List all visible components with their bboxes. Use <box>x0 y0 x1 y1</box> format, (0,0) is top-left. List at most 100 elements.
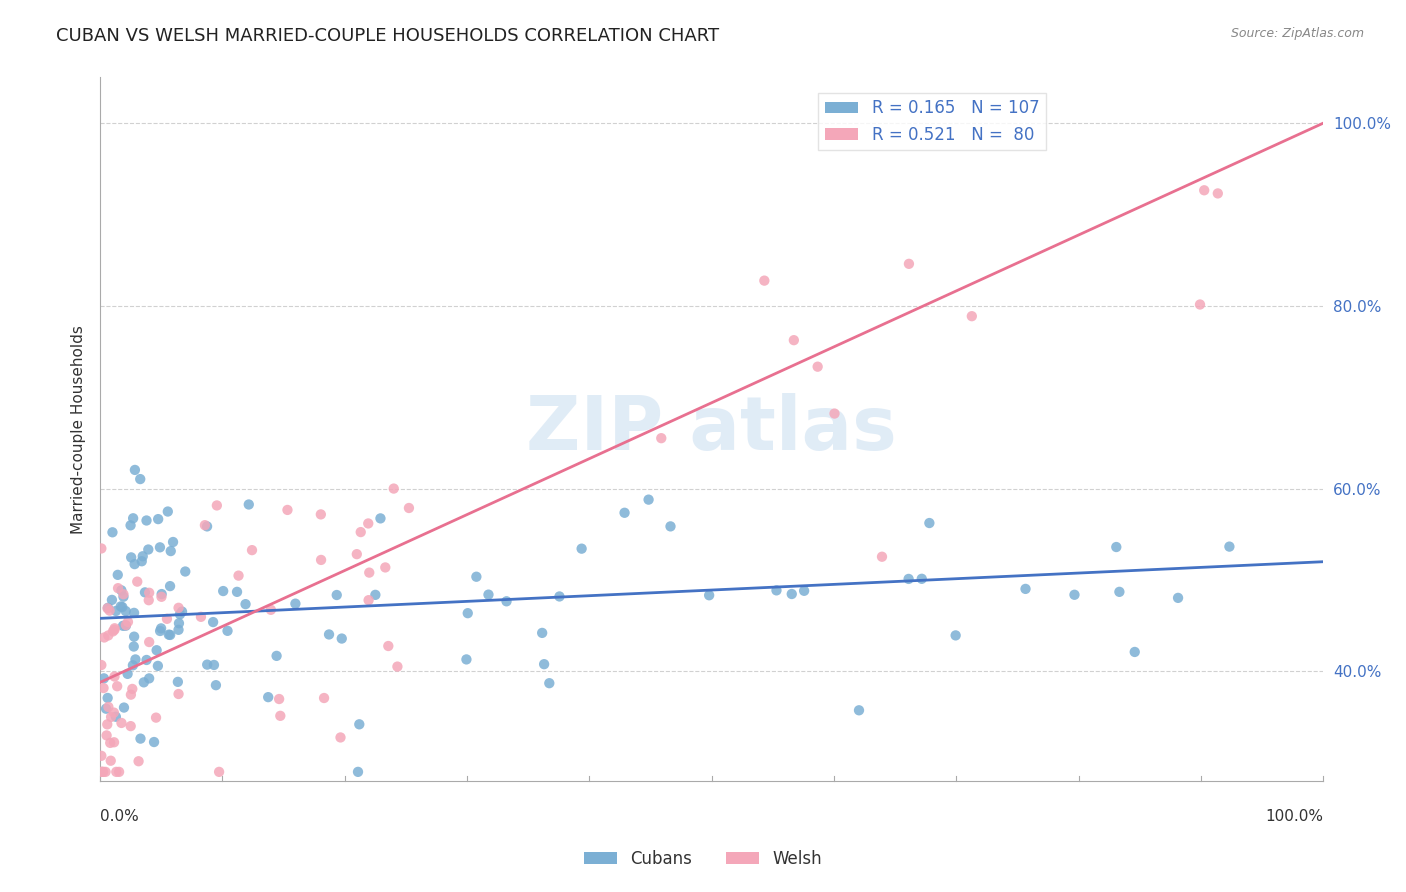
Point <box>91 764 114 779</box>
Point <box>138 672 160 686</box>
Point <box>112 700 135 714</box>
Point <box>538 676 561 690</box>
Point <box>97 600 120 615</box>
Point <box>138 635 160 649</box>
Point <box>167 623 190 637</box>
Point <box>377 639 399 653</box>
Point <box>167 674 190 689</box>
Point <box>465 570 488 584</box>
Text: CUBAN VS WELSH MARRIED-COUPLE HOUSEHOLDS CORRELATION CHART: CUBAN VS WELSH MARRIED-COUPLE HOUSEHOLDS… <box>56 27 720 45</box>
Point <box>312 691 335 706</box>
Point <box>202 657 225 672</box>
Point <box>135 514 157 528</box>
Point <box>170 605 193 619</box>
Point <box>98 736 121 750</box>
Point <box>114 618 136 632</box>
Point <box>329 731 352 745</box>
Point <box>217 624 239 638</box>
Point <box>100 754 122 768</box>
Point <box>94 764 117 779</box>
Point <box>159 628 181 642</box>
Point <box>897 572 920 586</box>
Point <box>98 604 121 618</box>
Point <box>146 512 169 526</box>
Point <box>143 735 166 749</box>
Point <box>387 659 409 673</box>
Point <box>364 588 387 602</box>
Point <box>637 492 659 507</box>
Point <box>94 702 117 716</box>
Point <box>121 681 143 696</box>
Point <box>212 584 235 599</box>
Point <box>195 519 218 533</box>
Point <box>697 588 720 602</box>
Point <box>90 658 112 673</box>
Point <box>111 600 134 615</box>
Point <box>97 700 120 714</box>
Point <box>848 703 870 717</box>
Point <box>238 498 260 512</box>
Point <box>150 621 173 635</box>
Point <box>134 585 156 599</box>
Point <box>326 588 349 602</box>
Point <box>101 525 124 540</box>
Point <box>138 593 160 607</box>
Point <box>167 600 190 615</box>
Text: Source: ZipAtlas.com: Source: ZipAtlas.com <box>1230 27 1364 40</box>
Point <box>110 583 132 598</box>
Point <box>101 624 124 639</box>
Point <box>111 619 134 633</box>
Point <box>122 511 145 525</box>
Point <box>382 482 405 496</box>
Point <box>90 748 112 763</box>
Point <box>870 549 893 564</box>
Point <box>1014 582 1036 596</box>
Point <box>124 652 146 666</box>
Point <box>1206 186 1229 201</box>
Point <box>162 535 184 549</box>
Point <box>235 597 257 611</box>
Legend: R = 0.165   N = 107, R = 0.521   N =  80: R = 0.165 N = 107, R = 0.521 N = 80 <box>818 93 1046 151</box>
Point <box>96 728 118 742</box>
Point <box>96 601 118 615</box>
Point <box>1188 297 1211 311</box>
Point <box>911 572 934 586</box>
Point <box>128 754 150 768</box>
Point <box>650 431 672 445</box>
Point <box>659 519 682 533</box>
Point <box>103 706 125 720</box>
Point <box>1218 540 1240 554</box>
Point <box>120 550 142 565</box>
Point <box>257 690 280 705</box>
Point <box>127 574 149 589</box>
Point <box>1108 585 1130 599</box>
Point <box>136 542 159 557</box>
Point <box>97 628 120 642</box>
Point <box>754 274 776 288</box>
Point <box>149 541 172 555</box>
Point <box>159 544 181 558</box>
Point <box>1123 645 1146 659</box>
Point <box>120 688 142 702</box>
Point <box>96 717 118 731</box>
Point <box>132 549 155 564</box>
Point <box>357 516 380 531</box>
Point <box>110 599 132 614</box>
Point <box>174 565 197 579</box>
Point <box>613 506 636 520</box>
Point <box>359 566 381 580</box>
Point <box>226 585 249 599</box>
Point <box>93 631 115 645</box>
Point <box>960 309 983 323</box>
Point <box>114 604 136 618</box>
Point <box>105 764 128 779</box>
Point <box>120 719 142 733</box>
Point <box>807 359 830 374</box>
Point <box>793 583 815 598</box>
Point <box>138 586 160 600</box>
Point <box>107 581 129 595</box>
Point <box>93 681 115 695</box>
Point <box>330 632 353 646</box>
Point <box>269 692 291 706</box>
Point <box>120 518 142 533</box>
